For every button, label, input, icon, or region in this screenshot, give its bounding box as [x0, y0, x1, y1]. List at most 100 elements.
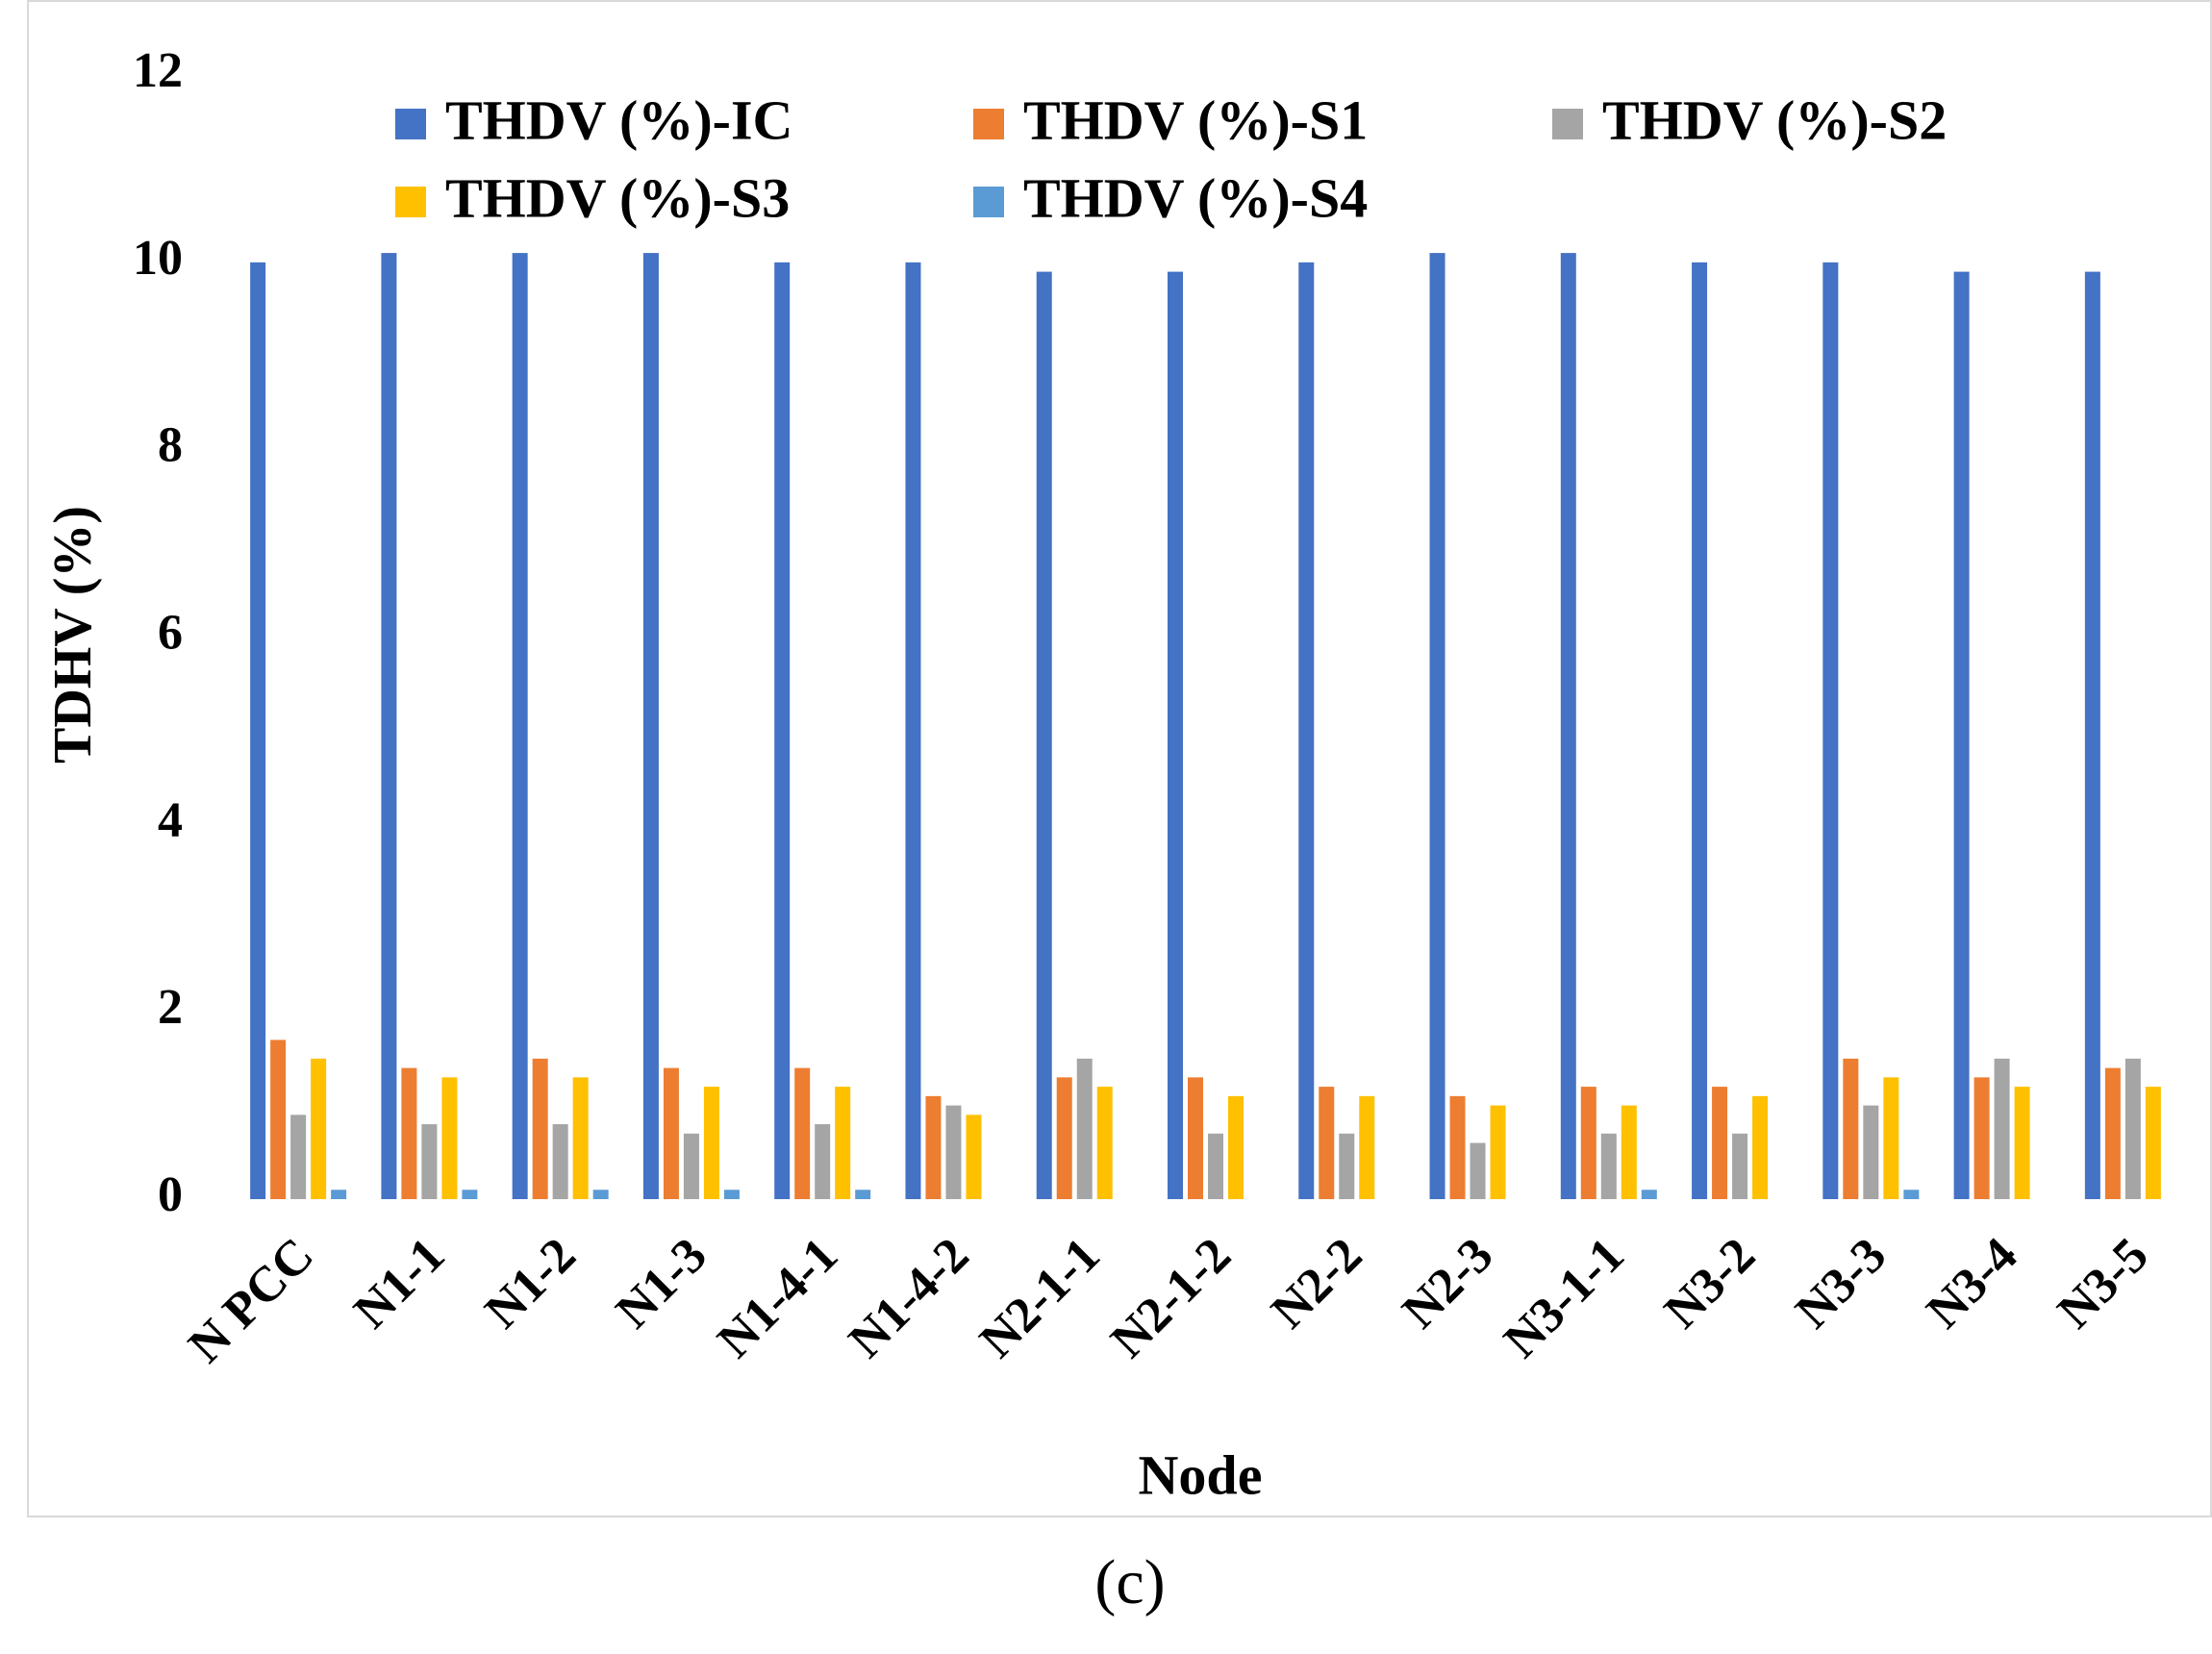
bar: [462, 1190, 478, 1199]
bar: [925, 1095, 942, 1199]
bar: [1621, 1105, 1637, 1199]
bar: [2014, 1087, 2030, 1199]
bar: [1056, 1077, 1072, 1199]
legend-swatch: [973, 109, 1004, 139]
chart-border: [27, 0, 2212, 1517]
x-tick-label: N2-1-2: [1100, 1228, 1242, 1369]
bar: [2104, 1067, 2121, 1199]
legend-label: THDV (%)-S3: [445, 166, 790, 229]
bar: [270, 1040, 287, 1199]
x-tick-label: N1-3: [606, 1228, 717, 1340]
bar: [1560, 253, 1576, 1199]
bar: [642, 253, 659, 1199]
bar: [2124, 1058, 2141, 1199]
bar: [381, 253, 397, 1199]
bar: [1449, 1095, 1466, 1199]
y-tick-label: 4: [158, 792, 183, 847]
bar: [311, 1058, 327, 1199]
bar: [723, 1190, 740, 1199]
bar: [905, 262, 921, 1199]
bar: [592, 1190, 609, 1199]
x-tick-label: N3-3: [1785, 1228, 1897, 1340]
bar: [794, 1067, 811, 1199]
bar: [945, 1105, 962, 1199]
bar: [703, 1087, 719, 1199]
bar: [1036, 271, 1052, 1199]
y-tick-label: 2: [158, 980, 183, 1035]
bar: [1208, 1133, 1223, 1199]
bar: [401, 1067, 417, 1199]
legend-label: THDV (%)-IC: [445, 88, 792, 151]
bar: [250, 262, 266, 1199]
bar: [1359, 1095, 1375, 1199]
bar: [1580, 1087, 1596, 1199]
y-tick-label: 6: [158, 605, 183, 660]
legend-swatch: [973, 187, 1004, 217]
legend-swatch: [1552, 109, 1583, 139]
bar: [1732, 1133, 1748, 1199]
bar: [572, 1077, 589, 1199]
legend-label: THDV (%)-S2: [1602, 88, 1947, 151]
x-tick-label: N3-4: [1917, 1228, 2028, 1340]
bar: [1168, 271, 1183, 1199]
x-axis-title: Node: [1139, 1443, 1263, 1506]
bar: [966, 1115, 982, 1199]
bar: [663, 1067, 679, 1199]
bar: [1822, 262, 1839, 1199]
bar: [2084, 271, 2100, 1199]
legend-label: THDV (%)-S4: [1023, 166, 1368, 229]
bar: [1228, 1095, 1244, 1199]
bar: [1994, 1058, 2010, 1199]
legend-label: THDV (%)-S1: [1023, 88, 1368, 151]
y-tick-label: 0: [158, 1167, 183, 1222]
x-tick-label: N1-1: [343, 1228, 455, 1340]
x-tick-label: N3-2: [1654, 1228, 1766, 1340]
x-tick-label: N2-1-1: [969, 1228, 1111, 1369]
bar: [1973, 1077, 1990, 1199]
bar: [683, 1133, 699, 1199]
legend-swatch: [395, 109, 426, 139]
bar: [1470, 1142, 1486, 1199]
legend-swatch: [395, 187, 426, 217]
bar: [1188, 1077, 1203, 1199]
x-tick-label: N1-4-2: [839, 1228, 980, 1369]
bar: [835, 1087, 851, 1199]
bar: [331, 1190, 347, 1199]
bar: [1863, 1105, 1879, 1199]
y-tick-label: 10: [133, 231, 183, 286]
bar: [532, 1058, 548, 1199]
bar: [1883, 1077, 1899, 1199]
bar: [1339, 1133, 1355, 1199]
bar: [441, 1077, 458, 1199]
bar: [1752, 1095, 1769, 1199]
x-tick-label: N2-3: [1393, 1228, 1504, 1340]
x-tick-label: N3-5: [2048, 1228, 2159, 1340]
bar: [512, 253, 528, 1199]
bar: [1600, 1133, 1617, 1199]
bar: [1692, 262, 1708, 1199]
bar: [1903, 1190, 1920, 1199]
caption: (c): [1094, 1547, 1165, 1617]
bar: [1953, 271, 1970, 1199]
bar: [1298, 262, 1315, 1199]
x-tick-label: N2-2: [1261, 1228, 1372, 1340]
bar: [815, 1124, 831, 1199]
bar: [421, 1124, 438, 1199]
bar: [1076, 1058, 1093, 1199]
bar: [855, 1190, 871, 1199]
bar: [1429, 253, 1445, 1199]
bar: [774, 262, 791, 1199]
x-tick-label: N1-4-1: [708, 1228, 849, 1369]
x-tick-label: N1-2: [475, 1228, 587, 1340]
bar: [1712, 1087, 1728, 1199]
x-tick-label: N PCC: [178, 1228, 324, 1374]
bar: [1641, 1190, 1657, 1199]
bar: [1843, 1058, 1859, 1199]
y-tick-label: 8: [158, 418, 183, 473]
bar: [290, 1115, 307, 1199]
bar: [1096, 1087, 1113, 1199]
y-axis-title: TDHV (%): [43, 506, 103, 764]
bar: [1319, 1087, 1335, 1199]
bar: [1490, 1105, 1506, 1199]
